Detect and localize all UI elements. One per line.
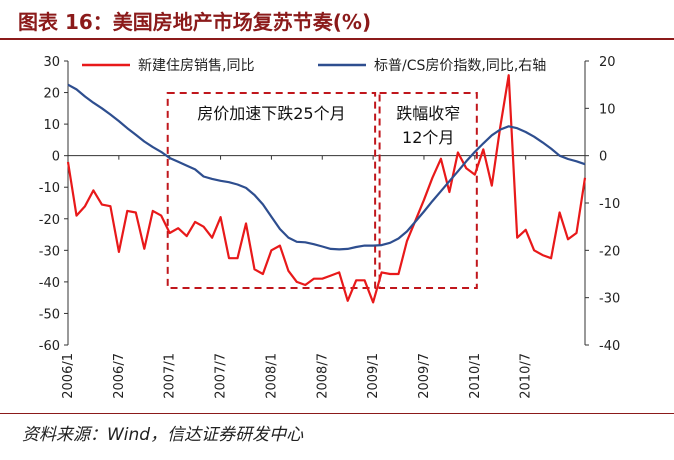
right-axis-tick-label: -30 (599, 292, 620, 307)
x-axis-tick-label: 2007/1 (163, 353, 178, 399)
figure-source: 资料来源：Wind，信达证券研发中心 (22, 425, 304, 445)
left-axis-tick-label: -10 (39, 181, 60, 196)
annotation-box (378, 92, 478, 289)
x-axis-tick-label: 2010/1 (468, 353, 483, 399)
left-axis-tick-label: 20 (43, 87, 60, 102)
left-axis-tick-label: 0 (52, 150, 60, 165)
chart-container: 30 20 10 0 -10 -20 -30 -40 -50 -60 20 10 0 -10 -20 -30 -… (0, 40, 674, 412)
x-axis-tick-label: 2008/7 (315, 353, 330, 399)
x-axis-tick-label: 2009/7 (417, 353, 432, 399)
series-line-home-sales (66, 74, 587, 304)
left-axis-tick-label: -50 (39, 307, 60, 322)
left-axis-tick-label: -20 (39, 213, 60, 228)
left-axis-tick-label: -40 (39, 276, 60, 291)
x-axis-tick-label: 2009/1 (366, 353, 381, 399)
left-axis-tick-label: 10 (43, 118, 60, 133)
figure-title: 图表 16：美国房地产市场复苏节奏(%) (18, 10, 372, 34)
x-axis-tick-label: 2006/1 (61, 353, 76, 399)
right-axis-tick-label: -10 (599, 197, 620, 212)
x-axis-tick-label: 2008/1 (264, 353, 279, 399)
x-axis-tick-label: 2010/7 (519, 353, 534, 399)
legend-label: 新建住房销售,同比 (138, 58, 254, 74)
title-divider (0, 38, 674, 40)
left-axis-tick-label: -30 (39, 244, 60, 259)
left-axis-tick-label: 30 (43, 55, 60, 70)
dual-axis-line-chart: 30 20 10 0 -10 -20 -30 -40 -50 -60 20 10 0 -10 -20 -30 -… (39, 55, 620, 399)
right-axis-tick-label: -20 (599, 244, 620, 259)
source-divider (0, 413, 674, 414)
x-axis-tick-label: 2006/7 (112, 353, 127, 399)
right-axis-tick-label: 0 (599, 150, 607, 165)
annotation-label: 12个月 (402, 128, 454, 147)
annotation-label: 跌幅收窄 (396, 104, 460, 123)
series-line-price-index (67, 83, 586, 251)
legend-label: 标普/CS房价指数,同比,右轴 (374, 58, 546, 74)
left-axis-tick-label: -60 (39, 339, 60, 354)
x-axis-tick-label: 2007/7 (214, 353, 229, 399)
right-axis-tick-label: 20 (599, 55, 616, 70)
annotation-box (166, 92, 377, 289)
right-axis-tick-label: -40 (599, 339, 620, 354)
right-axis-tick-label: 10 (599, 102, 616, 117)
annotation-label: 房价加速下跌25个月 (197, 104, 345, 123)
figure-header: 图表 16：美国房地产市场复苏节奏(%) (0, 0, 674, 40)
